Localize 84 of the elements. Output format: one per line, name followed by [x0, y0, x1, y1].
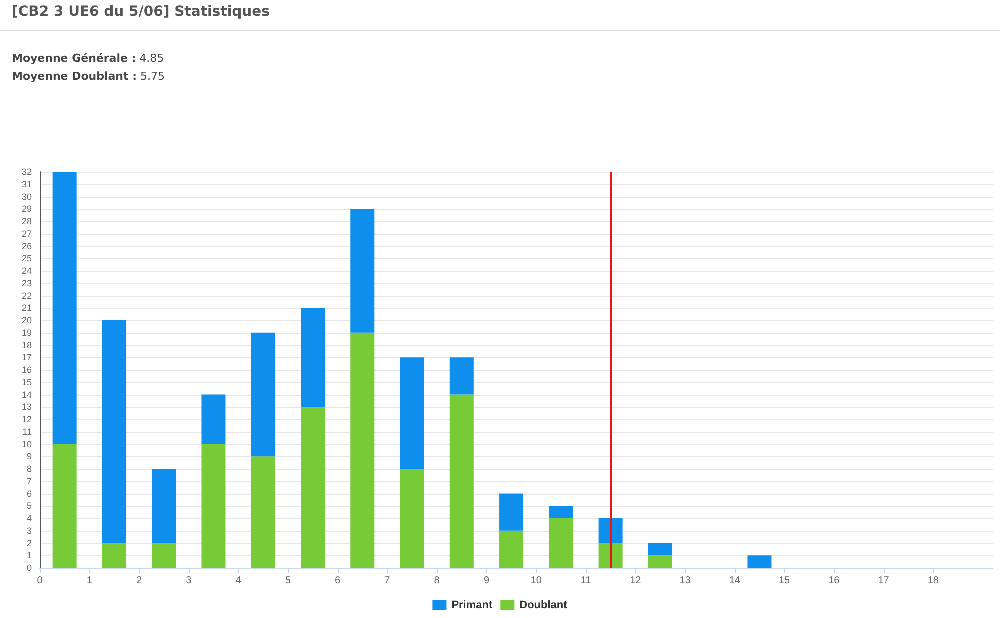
x-tick-label: 4 — [236, 576, 242, 586]
x-tick-label: 13 — [680, 576, 692, 586]
bar — [350, 209, 375, 333]
bar — [52, 172, 77, 444]
y-tick-label: 25 — [22, 254, 32, 264]
y-tick-label: 24 — [22, 266, 32, 276]
bar — [152, 543, 176, 568]
bar — [598, 543, 623, 568]
x-tick-label: 6 — [335, 576, 342, 586]
bar — [500, 494, 524, 531]
x-tick-label: 3 — [186, 576, 192, 586]
y-tick-label: 18 — [22, 340, 32, 350]
bar — [400, 469, 424, 568]
text: Moyenne Générale : 4.85 — [12, 51, 165, 67]
y-tick-label: 3 — [26, 526, 32, 536]
bar — [300, 407, 325, 568]
y-tick-label: 14 — [22, 390, 32, 400]
bar — [648, 543, 672, 556]
bar — [102, 543, 126, 568]
x-tick-label: 7 — [384, 576, 391, 586]
bar — [549, 518, 574, 568]
bar — [500, 530, 524, 568]
x-tick-label: 10 — [530, 576, 542, 586]
y-tick-label: 28 — [22, 216, 32, 226]
bar — [102, 320, 126, 544]
bar — [251, 332, 276, 457]
x-tick-label: 9 — [484, 576, 490, 586]
y-tick-label: 8 — [26, 464, 32, 474]
x-tick-label: 16 — [828, 576, 840, 586]
x-tick-label: 11 — [580, 576, 592, 586]
x-tick-label: 18 — [928, 576, 940, 586]
bar — [450, 394, 474, 568]
bar — [598, 518, 623, 544]
legend-label: Doublant — [520, 600, 568, 612]
bar — [748, 556, 772, 568]
y-tick-label: 23 — [22, 278, 32, 288]
y-tick-label: 0 — [26, 563, 32, 573]
y-tick-label: 4 — [26, 514, 32, 524]
bar — [450, 358, 474, 395]
y-tick-label: 30 — [22, 192, 32, 202]
y-tick-label: 29 — [22, 204, 32, 214]
bar — [648, 556, 672, 568]
y-tick-label: 16 — [22, 365, 32, 375]
y-tick-label: 19 — [22, 328, 32, 338]
bar — [202, 444, 226, 568]
y-tick-label: 15 — [22, 377, 32, 388]
y-tick-label: 6 — [26, 488, 32, 499]
x-tick-label: 14 — [729, 576, 741, 586]
y-tick-label: 21 — [22, 303, 32, 314]
x-tick-label: 5 — [285, 576, 292, 586]
text: Moyenne Doublant : 5.75 — [12, 69, 165, 85]
y-tick-label: 31 — [22, 179, 32, 190]
bar — [300, 308, 325, 408]
x-tick-label: 2 — [136, 576, 142, 586]
y-tick-label: 17 — [22, 352, 32, 363]
bar — [400, 358, 424, 469]
y-tick-label: 32 — [22, 167, 32, 177]
y-tick-label: 27 — [22, 228, 32, 239]
x-tick-label: 0 — [37, 576, 44, 586]
y-tick-label: 20 — [22, 316, 32, 326]
bar — [350, 332, 375, 568]
y-tick-label: 22 — [22, 290, 32, 301]
x-tick-label: 15 — [778, 576, 791, 586]
bar — [251, 456, 276, 568]
y-tick-label: 1 — [26, 550, 32, 561]
bar — [549, 506, 574, 518]
legend-label: Primant — [452, 600, 493, 612]
x-tick-label: 17 — [878, 576, 890, 586]
y-tick-label: 12 — [22, 414, 32, 424]
y-tick-label: 5 — [26, 501, 32, 512]
y-tick-label: 9 — [26, 452, 32, 462]
y-tick-label: 10 — [22, 439, 32, 450]
y-tick-label: 2 — [26, 538, 32, 548]
y-tick-label: 7 — [26, 476, 32, 486]
y-tick-label: 13 — [22, 402, 32, 412]
bar — [52, 444, 77, 568]
x-tick-label: 8 — [434, 576, 440, 586]
chart-title: [CB2 3 UE6 du 5/06] Statistiques — [12, 4, 270, 20]
x-tick-label: 1 — [86, 576, 93, 586]
x-tick-label: 12 — [630, 576, 642, 586]
bar — [152, 469, 176, 544]
y-tick-label: 11 — [22, 426, 32, 437]
y-tick-label: 26 — [22, 241, 32, 252]
bar — [202, 394, 226, 444]
